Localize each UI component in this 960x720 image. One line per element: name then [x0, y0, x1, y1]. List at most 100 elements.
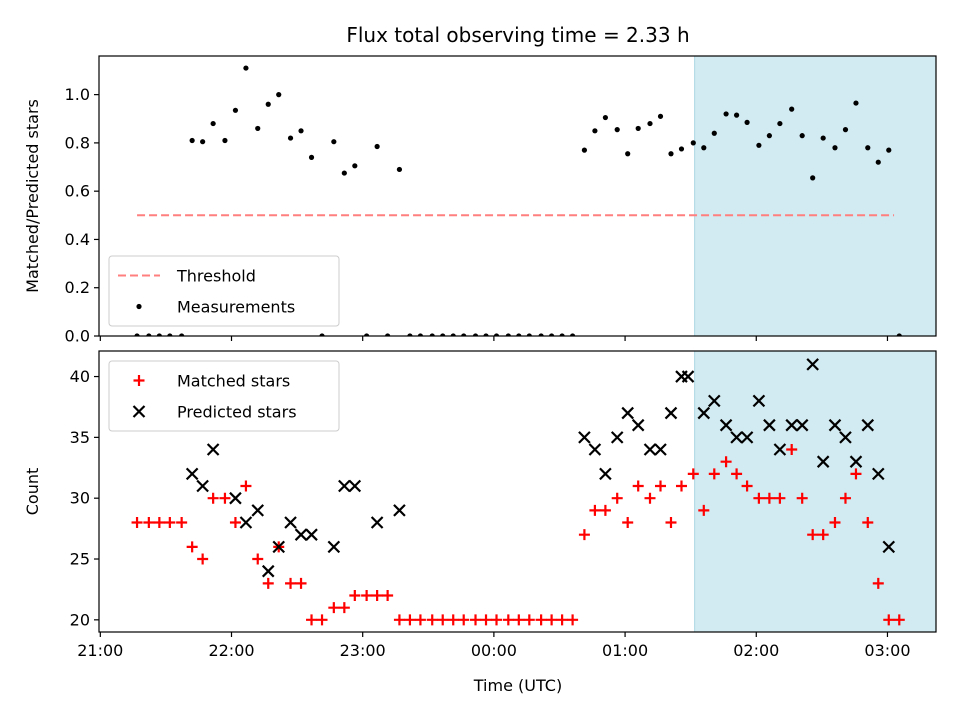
data-point [723, 111, 729, 117]
data-point [752, 394, 766, 408]
data-point [272, 540, 286, 554]
observing-span [694, 55, 937, 337]
data-point [643, 443, 657, 456]
data-point [708, 468, 720, 480]
data-point [556, 614, 568, 626]
data-point [308, 154, 315, 160]
data-point [610, 431, 624, 444]
legend-swatch [132, 405, 146, 418]
legend-label: Predicted stars [177, 403, 297, 422]
x-tick-label: 01:00 [602, 641, 648, 660]
y-tick-label: 0.4 [65, 230, 90, 249]
data-point [200, 139, 206, 145]
data-point [681, 370, 695, 383]
data-point [872, 577, 884, 589]
data-point [146, 333, 152, 336]
data-point [785, 418, 798, 432]
data-point [252, 553, 264, 565]
data-point [883, 614, 895, 626]
data-point [210, 120, 216, 127]
data-point [505, 333, 511, 336]
data-point [581, 147, 588, 153]
x-tick-label: 23:00 [340, 641, 386, 660]
data-point [773, 443, 787, 456]
y-tick-label: 35 [70, 428, 90, 447]
data-point [458, 614, 470, 626]
data-point [196, 479, 209, 493]
data-point [240, 480, 252, 492]
data-point [219, 492, 231, 504]
data-point [206, 443, 220, 456]
data-point [599, 504, 611, 516]
y-tick-label: 20 [70, 610, 90, 629]
data-point [239, 516, 253, 529]
data-point [711, 130, 717, 136]
data-point [687, 468, 699, 480]
data-point [690, 140, 696, 146]
data-point [265, 101, 271, 107]
data-point [621, 406, 634, 420]
data-point [810, 175, 816, 181]
legend-label: Threshold [176, 267, 256, 286]
data-point [316, 614, 328, 626]
data-point [232, 107, 239, 113]
data-point [839, 431, 852, 444]
data-point [733, 112, 740, 118]
data-point [374, 143, 380, 150]
data-point [839, 492, 851, 504]
data-point [744, 119, 750, 125]
data-point [886, 147, 892, 153]
data-point [131, 517, 143, 529]
data-point [817, 529, 829, 541]
data-point [850, 468, 862, 480]
data-point [588, 443, 602, 456]
data-point [319, 333, 325, 336]
data-point [298, 128, 304, 134]
x-tick-label: 21:00 [77, 641, 123, 660]
data-point [134, 333, 140, 336]
data-point [417, 333, 424, 336]
legend-swatch [133, 375, 145, 386]
data-point [440, 333, 446, 336]
data-point [829, 517, 841, 529]
data-point [786, 444, 798, 456]
data-point [255, 125, 261, 132]
data-point [602, 114, 608, 121]
data-point [763, 418, 776, 432]
data-point [382, 590, 394, 602]
data-point [799, 133, 805, 139]
data-point [578, 529, 590, 541]
data-point [664, 406, 678, 420]
x-tick-label: 00:00 [471, 641, 517, 660]
data-point [871, 467, 885, 481]
data-point [622, 517, 634, 529]
data-point [567, 614, 579, 626]
data-point [796, 492, 808, 504]
data-point [625, 151, 631, 157]
data-point [156, 333, 162, 336]
data-point [450, 333, 456, 336]
data-point [295, 577, 307, 589]
y-axis-label: Matched/Predicted stars [23, 99, 42, 293]
data-point [513, 614, 525, 626]
axes-frame [98, 55, 937, 337]
y-tick-label: 0.2 [65, 278, 90, 297]
data-point [828, 418, 842, 432]
data-point [701, 145, 707, 151]
data-point [331, 139, 337, 145]
data-point [632, 480, 644, 492]
data-point [261, 564, 275, 578]
data-point [385, 333, 391, 336]
y-tick-label: 1.0 [65, 85, 90, 104]
data-point [207, 492, 219, 504]
x-tick-label: 03:00 [864, 641, 910, 660]
data-point [306, 614, 318, 626]
data-point [635, 125, 641, 132]
data-point [578, 431, 591, 444]
data-point [153, 517, 165, 529]
data-point [549, 333, 555, 336]
data-point [647, 120, 653, 127]
y-tick-label: 25 [70, 550, 90, 569]
data-point [229, 517, 241, 529]
data-point [437, 614, 449, 626]
